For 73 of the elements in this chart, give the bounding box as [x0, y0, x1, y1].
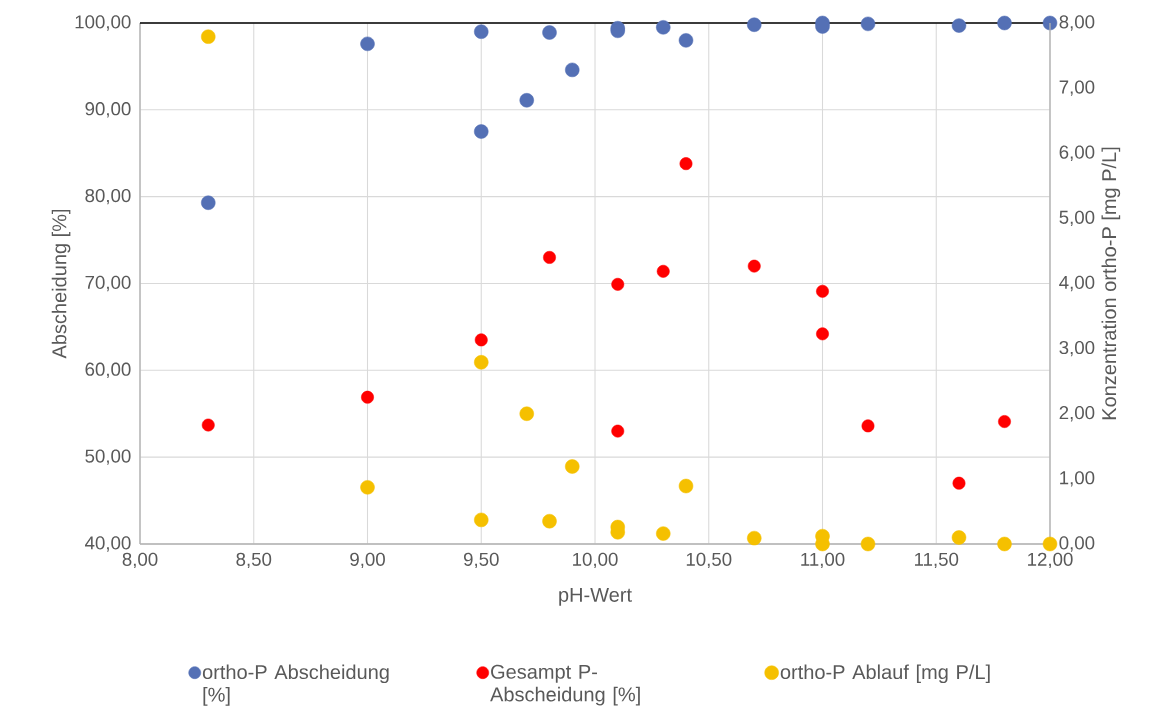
y2-tick-label: 7,00 — [1059, 80, 1095, 96]
y-tick-label: 50,00 — [85, 449, 131, 465]
point — [747, 17, 762, 32]
point — [952, 476, 966, 490]
point — [611, 277, 625, 291]
x-tick-label: 8,00 — [122, 552, 158, 569]
point — [1042, 15, 1058, 31]
point — [1042, 536, 1058, 552]
point — [747, 530, 762, 546]
y2-tick-label: 3,00 — [1059, 340, 1095, 357]
point — [201, 195, 216, 210]
point — [951, 530, 967, 545]
y-tick-label: 90,00 — [85, 102, 131, 118]
x-tick-label: 8,50 — [236, 552, 272, 569]
point — [656, 264, 670, 278]
point — [998, 415, 1011, 428]
point — [679, 157, 693, 171]
point — [678, 478, 694, 494]
point — [997, 15, 1012, 31]
point — [201, 418, 215, 432]
point — [656, 20, 671, 35]
x-tick-label: 9,50 — [463, 552, 499, 569]
point — [474, 333, 488, 347]
y-tick-label: 70,00 — [85, 275, 131, 292]
y2-tick-label: 5,00 — [1059, 210, 1095, 227]
x-tick-label: 11,00 — [801, 552, 845, 569]
x-tick-label: 9,00 — [350, 552, 385, 569]
point — [860, 16, 876, 32]
point — [474, 355, 489, 370]
x-tick-label: 11,50 — [915, 552, 959, 569]
point — [860, 536, 876, 552]
x-tick-label: 10,50 — [686, 552, 732, 569]
point — [656, 526, 671, 541]
point — [474, 512, 489, 528]
point — [565, 459, 580, 474]
point — [543, 251, 556, 264]
legend-label: ortho-P Abscheidung [%] — [202, 664, 389, 706]
x-tick-label: 10,00 — [573, 552, 618, 569]
y-tick-label: 100,00 — [75, 15, 131, 31]
point — [519, 406, 534, 421]
point — [542, 25, 557, 40]
y-tick-label: 80,00 — [85, 188, 131, 205]
y2-tick-label: 8,00 — [1059, 15, 1095, 31]
y-axis-title: Abscheidung [%] — [51, 209, 71, 359]
y2-tick-label: 1,00 — [1060, 471, 1095, 487]
point — [951, 18, 967, 33]
y-tick-label: 60,00 — [85, 362, 131, 379]
point — [201, 29, 216, 44]
point — [361, 390, 374, 404]
y2-tick-label: 0,00 — [1059, 536, 1095, 552]
point — [519, 93, 534, 108]
legend-label: ortho-P Ablauf [mg P/L] — [780, 664, 990, 684]
y2-tick-label: 4,00 — [1059, 275, 1095, 292]
point — [474, 124, 489, 139]
point — [861, 419, 875, 433]
point — [360, 36, 375, 52]
point — [997, 536, 1012, 552]
point — [565, 62, 580, 78]
point — [678, 33, 694, 48]
legend-label: Gesampt P-Abscheidung [%] — [490, 664, 640, 706]
point — [360, 480, 375, 495]
y2-tick-label: 2,00 — [1059, 406, 1095, 422]
point — [747, 259, 761, 273]
point — [474, 24, 489, 39]
y2-axis-title: Konzentration ortho-P [mg P/L] — [1101, 147, 1121, 420]
point — [611, 424, 625, 438]
y2-tick-label: 6,00 — [1059, 145, 1095, 161]
point — [816, 327, 829, 341]
x-axis-title: pH-Wert — [559, 587, 632, 606]
point — [816, 284, 829, 298]
point — [542, 513, 557, 529]
x-tick-label: 12,00 — [1028, 552, 1073, 569]
y-tick-label: 40,00 — [85, 536, 131, 552]
